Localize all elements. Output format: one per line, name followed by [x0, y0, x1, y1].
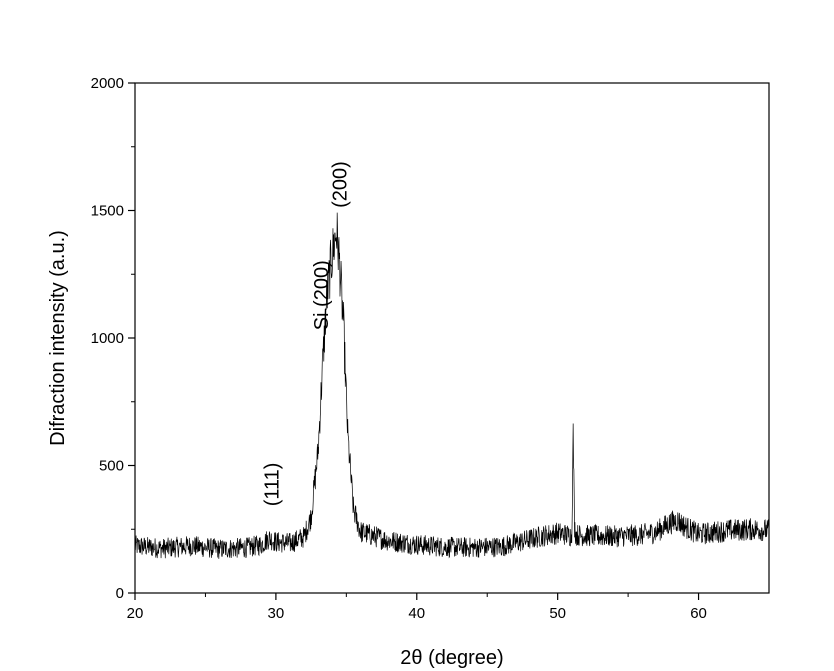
- peak-label: Si (200): [311, 260, 333, 330]
- y-tick-label: 0: [116, 585, 124, 602]
- x-tick-label: 50: [549, 605, 566, 622]
- y-tick-label: 2000: [91, 75, 124, 92]
- xrd-trace-line: [134, 212, 770, 559]
- peak-label: (111): [262, 463, 284, 507]
- series-layer: [134, 212, 770, 559]
- x-axis-ticks: 20 30 40 50 60: [127, 593, 707, 622]
- x-axis-title: 2θ (degree): [400, 647, 503, 669]
- x-tick-label: 40: [408, 605, 425, 622]
- plot-area: 20 30 40 50 60 0 500 1000 1500 2000 (200) Si (200…: [91, 75, 770, 622]
- y-axis-ticks: 0 500 1000 1500 2000: [91, 75, 135, 602]
- peak-label: (200): [329, 161, 351, 208]
- peak-annotations: (200) Si (200) (111): [262, 161, 352, 506]
- y-axis-title: Difraction intensity (a.u.): [47, 230, 69, 446]
- x-tick-label: 60: [690, 605, 707, 622]
- x-tick-label: 20: [127, 605, 144, 622]
- y-tick-label: 500: [99, 458, 124, 475]
- x-tick-label: 30: [268, 605, 285, 622]
- y-tick-label: 1000: [91, 330, 124, 347]
- y-tick-label: 1500: [91, 203, 124, 220]
